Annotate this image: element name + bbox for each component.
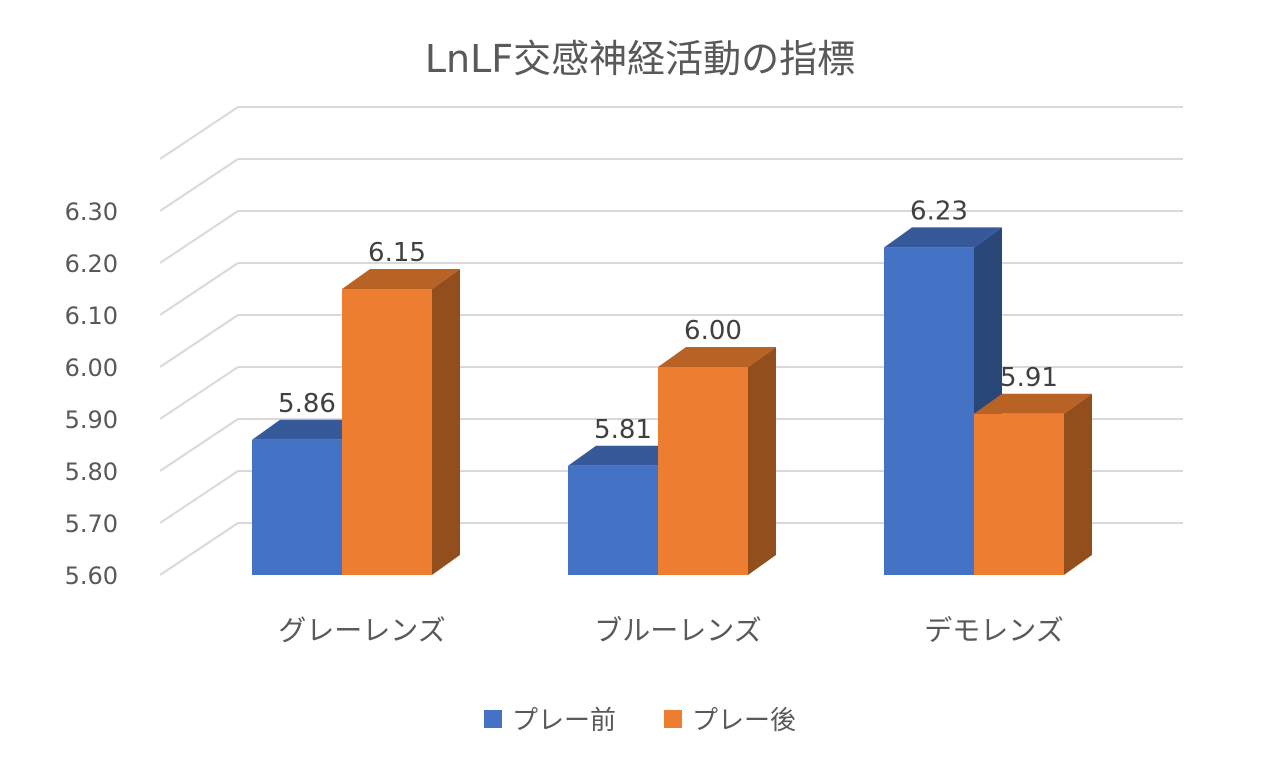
- y-tick-label: 5.90: [65, 406, 118, 434]
- grid-side-top: [159, 106, 239, 160]
- grid-side-1: [159, 470, 239, 524]
- y-tick-label: 6.30: [65, 198, 118, 226]
- y-tick-label: 6.20: [65, 250, 118, 278]
- grid-side-2: [159, 418, 239, 472]
- x-tick-label: ブルーレンズ: [594, 614, 761, 647]
- grid-side-5: [159, 262, 239, 316]
- data-label: 6.23: [910, 196, 968, 226]
- legend-label-pre: プレー前: [511, 706, 616, 736]
- bar-top-0-1: [568, 445, 686, 466]
- y-tick-label: 5.80: [65, 458, 118, 486]
- bar-top-1-2: [974, 393, 1092, 414]
- y-tick-label: 6.00: [65, 354, 118, 382]
- bar-side-1-1: [748, 347, 776, 575]
- y-tick-label: 5.60: [65, 562, 118, 590]
- legend-label-post: プレー後: [692, 706, 797, 736]
- grid-side-6: [159, 210, 239, 264]
- bar-top-1-1: [658, 347, 776, 367]
- legend-item-post: プレー後: [664, 700, 796, 737]
- bar-0-1: [568, 465, 658, 575]
- bar-top-0-0: [252, 419, 370, 440]
- data-label: 5.81: [594, 415, 652, 445]
- data-label: 6.00: [684, 316, 742, 346]
- bar-0-2: [884, 247, 974, 575]
- data-label: 5.86: [278, 389, 336, 419]
- bar-1-0: [342, 289, 432, 575]
- legend-swatch-post: [664, 709, 682, 728]
- bar-1-2: [974, 413, 1064, 575]
- legend: プレー前 プレー後: [0, 700, 1280, 737]
- grid-side-3: [159, 366, 239, 420]
- x-tick-label: グレーレンズ: [278, 614, 445, 647]
- grid-side-0: [159, 522, 239, 576]
- data-label: 6.15: [368, 238, 426, 268]
- grid-side-7: [159, 158, 239, 212]
- data-label: 5.91: [1000, 363, 1058, 393]
- x-tick-label: デモレンズ: [924, 614, 1063, 647]
- y-tick-label: 6.10: [65, 302, 118, 330]
- bar-top-0-2: [884, 227, 1002, 248]
- bar-0-0: [252, 439, 342, 575]
- bar-top-1-0: [342, 269, 460, 289]
- grid-side-4: [159, 314, 239, 368]
- y-tick-label: 5.70: [65, 510, 118, 538]
- legend-item-pre: プレー前: [483, 700, 616, 737]
- bar-side-1-2: [1064, 393, 1092, 575]
- chart-title: LnLF交感神経活動の指標: [424, 37, 856, 81]
- bar-side-1-0: [432, 269, 460, 575]
- legend-swatch-pre: [483, 709, 502, 728]
- bar-1-1: [658, 367, 748, 575]
